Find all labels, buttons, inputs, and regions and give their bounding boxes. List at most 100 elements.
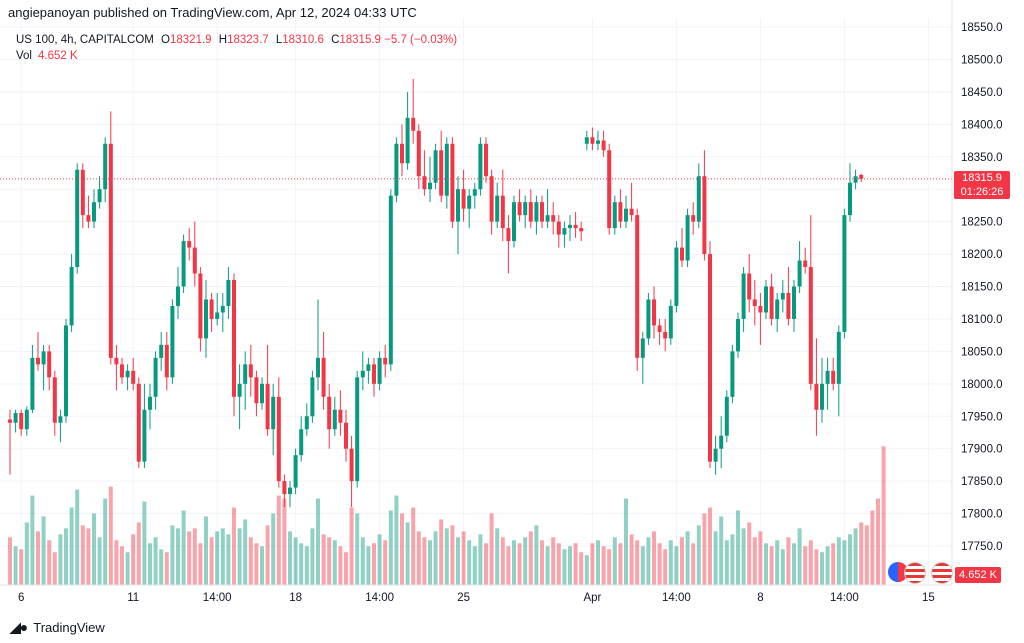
price-tick-label: 18200.0 [961,249,1003,261]
price-tick-label: 17750.0 [961,541,1003,553]
volume-bar [859,522,864,585]
volume-bar [47,540,52,585]
candle-body [13,413,18,423]
volume-bar [416,531,421,585]
volume-bar [652,531,656,585]
candle-body [842,215,847,332]
candle-body [724,396,729,436]
candle-body [758,305,763,313]
candle-body [310,377,315,417]
candle-body [8,419,12,423]
candle-body [316,357,320,378]
candle-body [282,481,287,495]
us-flag-icon[interactable] [931,562,953,584]
volume-bar [52,552,57,585]
candle-body [685,215,690,261]
candle-body [30,357,35,410]
volume-bar [41,516,46,585]
event-icon[interactable] [888,562,908,582]
candle-body [58,416,63,423]
price-tick-label: 18000.0 [961,379,1003,391]
candle-body [551,215,556,222]
volume-bar [142,501,147,585]
low-value: 18310.6 [282,34,324,46]
candle-body [69,267,74,326]
candle-body [803,260,808,268]
volume-bar [444,528,449,585]
candle-body [344,422,348,449]
us-flag-icon[interactable] [904,562,926,584]
candle-body [696,176,701,222]
volume-bar [114,540,119,585]
time-tick-label: 8 [757,592,763,604]
volume-bar [450,525,455,585]
volume-bar [881,446,886,585]
candle-body [181,241,186,287]
volume-bar [248,537,253,585]
volume-bar [702,513,707,585]
candle-body [489,176,494,222]
volume-bar [260,546,264,585]
volume-bar [131,534,136,585]
candle-body [377,357,382,384]
volume-bar [120,546,124,585]
volume-bar [332,540,337,585]
footer-brand[interactable]: ◢● TradingView [10,619,105,636]
volume-bar [377,534,382,585]
volume-bar [433,531,438,585]
candle-body [646,299,651,339]
volume-bar [601,546,606,585]
candle-body [607,150,612,229]
volume-bar [579,552,584,585]
volume-bar [517,543,522,585]
candle-body [416,130,421,177]
volume-bar [741,528,746,585]
price-axis[interactable]: 17750.0 17800.0 17850.0 17900.0 17950.0 18000… [951,0,1003,585]
volume-bar [360,537,365,585]
volume-bar [724,540,729,585]
volume-bar [646,537,651,585]
volume-legend: Vol 4.652 K [16,50,78,62]
candle-body [276,396,281,482]
time-tick-label: 25 [457,592,470,604]
volume-bar [92,513,96,585]
candle-body [719,435,724,449]
volume-bar [797,528,802,585]
volume-label: Vol [16,50,32,62]
candle-body [52,377,57,423]
price-tick-label: 18050.0 [961,346,1003,358]
volume-tag: 4.652 K [955,567,1001,583]
volume-bar [780,549,785,585]
candle-body [484,143,488,177]
volume-bar [271,513,276,585]
candle-body [299,429,304,456]
time-tick-label: 6 [18,592,24,604]
candle-body [159,344,164,358]
volume-bar [831,543,836,585]
volume-bar [153,537,158,585]
volume-bar [456,537,460,585]
candle-body [808,267,813,384]
volume-bar [747,522,752,585]
volume-bar [736,510,740,585]
volume-bar [159,549,164,585]
volume-bar [293,537,298,585]
symbol-label[interactable]: US 100, 4h, CAPITALCOM [16,34,154,46]
candle-body [680,247,684,261]
volume-bar [808,540,813,585]
candle-body [47,351,52,378]
volume-bar [316,498,320,585]
price-tick-label: 18450.0 [961,87,1003,99]
volume-bar [304,546,309,585]
candle-body [814,383,819,410]
candle-body [304,416,309,430]
time-axis[interactable]: 6 11 14:00 18 14:00 25 Apr 14:00 8 14:00 15 [0,584,952,604]
volume-bar [769,546,774,585]
volume-bar [321,534,326,585]
volume-bar [8,537,12,585]
volume-bar [80,525,85,585]
candle-body [411,117,416,131]
volume-bar [573,543,578,585]
volume-bar [19,549,24,585]
